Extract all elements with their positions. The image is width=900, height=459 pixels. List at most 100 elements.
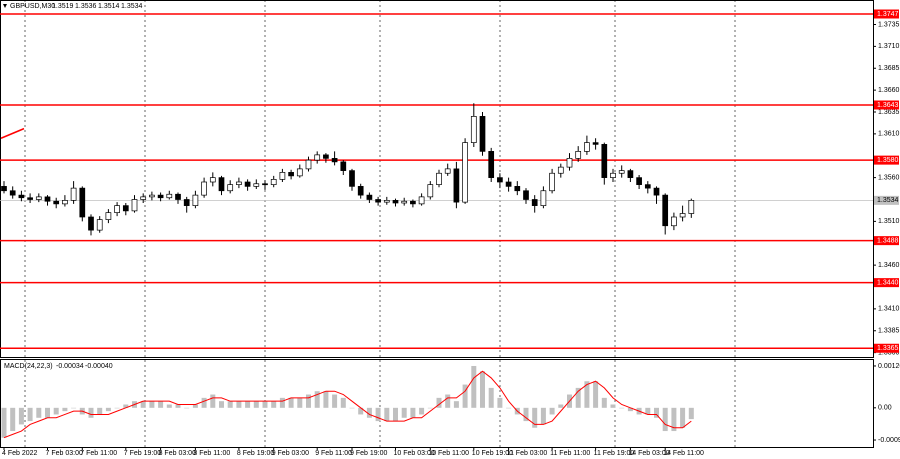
candle-body xyxy=(253,183,260,187)
candle-body xyxy=(340,161,347,171)
candle-body xyxy=(18,194,25,199)
macd-bar xyxy=(306,394,311,408)
macd-bar xyxy=(593,381,599,408)
candle-body xyxy=(444,168,451,174)
macd-bar xyxy=(453,401,459,408)
macd-bar xyxy=(236,401,242,408)
macd-bar xyxy=(654,407,659,418)
candle-body xyxy=(262,183,268,186)
macd-bar xyxy=(488,387,494,408)
candle-body xyxy=(505,181,512,187)
candle-body xyxy=(175,193,181,200)
macd-bar xyxy=(610,404,616,408)
candle-body xyxy=(523,190,529,200)
level-label-box xyxy=(874,236,899,246)
macd-panel xyxy=(0,359,874,448)
candle-body xyxy=(627,170,634,178)
symbol-icon xyxy=(3,4,7,8)
x-tick-label: 11 Feb 03:00 xyxy=(507,450,548,457)
y-tick-label: 1.3460 xyxy=(878,262,900,269)
macd-bar xyxy=(245,401,251,408)
level-label-box xyxy=(874,100,899,110)
candle-body xyxy=(140,196,147,200)
macd-bar xyxy=(10,407,16,432)
macd-bar xyxy=(45,407,50,418)
x-tick-label: 14 Feb 03:00 xyxy=(628,450,669,457)
close-value: 1.3534 xyxy=(121,3,143,10)
signal-value: -0.00040 xyxy=(85,363,113,370)
candle-body xyxy=(149,194,155,198)
macd-bar xyxy=(158,401,164,408)
symbol: GBPUSD,M30 xyxy=(10,3,55,10)
macd-bar xyxy=(192,404,198,408)
macd-bar xyxy=(436,397,442,408)
candle-body xyxy=(436,172,442,185)
candle-body xyxy=(296,168,303,177)
candle-body xyxy=(392,200,399,204)
macd-bar xyxy=(419,407,425,415)
level-label: 1.3643 xyxy=(877,102,899,109)
candle-body xyxy=(105,212,112,220)
candle-body xyxy=(375,199,381,203)
candle-body xyxy=(209,177,216,183)
candle-body xyxy=(183,199,190,206)
candle-body xyxy=(236,181,242,185)
y-tick-label: 1.3610 xyxy=(878,131,900,138)
candle-body xyxy=(618,170,625,174)
candle-body xyxy=(636,177,642,185)
candle-body xyxy=(514,186,521,192)
macd-bar xyxy=(219,401,224,408)
candle-body xyxy=(479,116,486,152)
x-tick-label: 10 Feb 19:00 xyxy=(472,450,513,457)
level-label-box xyxy=(874,343,899,353)
candle-body xyxy=(401,200,408,204)
x-tick-label: 10 Feb 11:00 xyxy=(428,450,469,457)
candle-body xyxy=(192,194,199,206)
macd-bar xyxy=(366,407,372,418)
macd-bar xyxy=(540,407,546,425)
x-tick-label: 11 Feb 19:00 xyxy=(594,450,635,457)
trendline xyxy=(0,127,25,139)
candle-body xyxy=(462,142,468,203)
macd-bar xyxy=(532,407,538,428)
macd-bar xyxy=(480,371,485,408)
level-label: 1.3365 xyxy=(877,345,899,352)
macd-bar xyxy=(27,407,33,422)
macd-bar xyxy=(1,407,7,438)
x-tick-label: 7 Feb 19:00 xyxy=(124,450,161,457)
x-tick-label: 11 Feb 11:00 xyxy=(550,450,590,457)
y-tick-label: 1.3410 xyxy=(878,306,900,313)
candle-body xyxy=(557,166,564,174)
low-value: 1.3514 xyxy=(98,3,120,10)
x-tick-label: 7 Feb 03:00 xyxy=(46,450,83,457)
level-label: 1.3747 xyxy=(877,11,899,18)
candle-body xyxy=(166,193,173,199)
candle-body xyxy=(218,177,225,192)
candle-body xyxy=(488,151,495,178)
macd-bar xyxy=(601,397,607,408)
candle-body xyxy=(470,116,477,143)
macd-bar xyxy=(349,407,355,409)
y-tick-label: 1.3560 xyxy=(878,174,900,181)
macd-bar xyxy=(53,407,59,415)
y-tick-label: 1.3735 xyxy=(878,21,900,28)
macd-bar xyxy=(393,407,398,422)
x-tick-label: 9 Feb 11:00 xyxy=(315,450,352,457)
macd-bar xyxy=(506,407,512,409)
candle-body xyxy=(314,154,321,161)
macd-y-tick-label: -0.00097 xyxy=(878,437,900,444)
x-tick-label: 14 Feb 11:00 xyxy=(663,450,704,457)
candle-body xyxy=(201,181,207,196)
macd-bar xyxy=(166,404,172,408)
candle-body xyxy=(96,219,103,231)
candle-body xyxy=(122,205,129,212)
macd-bar xyxy=(427,407,433,409)
y-tick-label: 1.3635 xyxy=(878,109,900,116)
candle-body xyxy=(157,194,164,199)
candle-body xyxy=(131,199,138,212)
macd-value: -0.00034 xyxy=(56,363,84,370)
candle-body xyxy=(383,200,390,203)
candle-body xyxy=(366,194,373,200)
price-panel xyxy=(0,0,874,358)
x-tick-label: 10 Feb 03:00 xyxy=(394,450,435,457)
